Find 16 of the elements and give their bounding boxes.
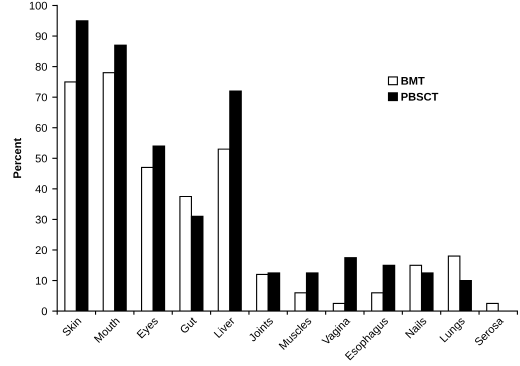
x-tick-label: Skin — [61, 316, 82, 337]
x-tick-label: Gut — [179, 316, 198, 334]
y-tick-label: 30 — [36, 216, 48, 224]
y-tick-label: 100 — [30, 2, 48, 10]
legend-label: PBSCT — [401, 92, 438, 101]
y-tick-label: 40 — [35, 185, 48, 193]
y-tick-label: 90 — [36, 32, 48, 40]
y-tick-label: 10 — [36, 276, 48, 285]
y-tick-label: 80 — [36, 62, 48, 71]
y-tick-label: 70 — [36, 93, 48, 102]
legend-label: BMT — [401, 77, 425, 85]
y-axis-title: Percent — [13, 138, 22, 178]
y-tick-label: 20 — [36, 246, 48, 254]
y-tick-label: 60 — [36, 124, 48, 132]
y-tick-label: 0 — [42, 307, 48, 316]
y-tick-label: 50 — [36, 154, 48, 162]
